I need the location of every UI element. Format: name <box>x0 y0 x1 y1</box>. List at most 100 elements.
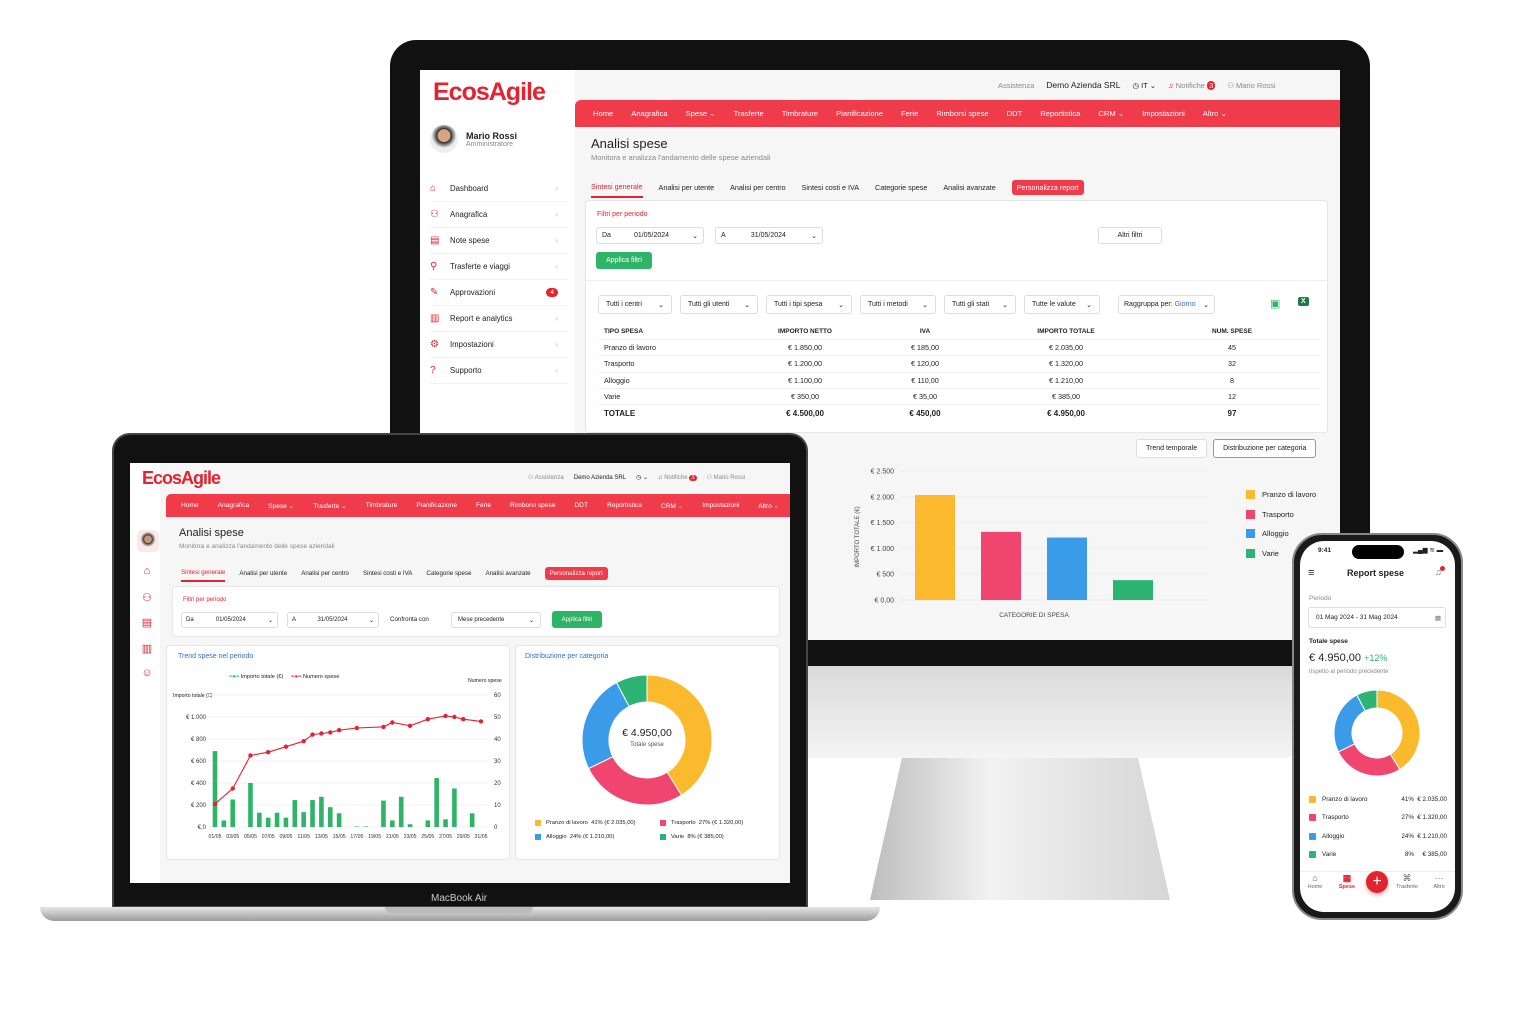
bar[interactable] <box>381 800 386 827</box>
line-point[interactable] <box>328 730 333 735</box>
tab-trasferte[interactable]: ⌘ Trasferte <box>1394 873 1420 893</box>
line-point[interactable] <box>443 713 448 719</box>
apply-filters-button[interactable]: Applica filtri <box>552 611 602 628</box>
bar[interactable] <box>327 807 333 827</box>
period-field[interactable]: 01 Mag 2024 - 31 Mag 2024 ▦ <box>1308 607 1446 628</box>
home-icon[interactable]: ⌂ <box>143 565 151 577</box>
donut-slice-varie[interactable] <box>1356 689 1378 712</box>
line-point[interactable] <box>381 724 386 730</box>
line-point[interactable] <box>301 739 306 744</box>
avatar[interactable] <box>430 125 458 153</box>
bar[interactable] <box>257 812 262 827</box>
line-point[interactable] <box>461 717 466 722</box>
legend-item[interactable]: Alloggio <box>1246 524 1316 544</box>
bar[interactable] <box>310 800 315 827</box>
chart-icon[interactable]: ▥ <box>141 642 153 655</box>
tab[interactable]: Analisi per utente <box>658 183 715 192</box>
language-selector[interactable]: ◷ IT ⌄ <box>1132 80 1157 90</box>
company-selector[interactable]: Demo Azienda SRL <box>1046 80 1121 90</box>
tab-spese[interactable]: ▦ Spese <box>1334 873 1360 893</box>
user-menu[interactable]: ⚇ Mario Rossi <box>1227 80 1276 90</box>
bar-varie[interactable] <box>1113 580 1153 600</box>
legend-item[interactable]: Trasporto 27% (€ 1.320,00) <box>660 820 775 826</box>
tab[interactable]: Sintesi generale <box>181 565 226 582</box>
group-by-select[interactable]: Raggruppa per: Giorno ⌄ <box>1118 295 1215 314</box>
date-from-field[interactable]: Da 01/05/2024 ⌄ <box>596 227 704 244</box>
legend-item[interactable]: Trasporto 27% € 1.320,00 <box>1309 809 1447 828</box>
chart-view-button[interactable]: Distribuzione per categoria <box>1213 439 1317 458</box>
help-icon[interactable]: ◷ ⌄ <box>636 475 649 481</box>
tab-home[interactable]: ⌂ Home <box>1302 873 1328 893</box>
legend-item[interactable]: Pranzo di lavoro 41% (€ 2.035,00) <box>535 820 660 826</box>
bar[interactable] <box>425 820 431 827</box>
compare-select[interactable]: Mese precedente ⌄ <box>451 612 541 628</box>
line-point[interactable] <box>248 753 253 758</box>
bar[interactable] <box>469 813 475 827</box>
filter-dropdown[interactable]: Tutti gli utenti ⌄ <box>680 295 758 314</box>
nav-item[interactable]: Spese ⌄ <box>268 502 295 510</box>
line-point[interactable] <box>452 714 457 720</box>
users-icon[interactable]: ⚇ <box>142 591 152 604</box>
sidebar-item[interactable]: ? Supporto › <box>430 358 568 384</box>
legend-item[interactable]: ━●━ Numero spese <box>291 674 340 680</box>
sidebar-item[interactable]: ✎ Approvazioni 4 <box>430 280 568 306</box>
nav-item[interactable]: CRM ⌄ <box>1098 109 1125 118</box>
bar[interactable] <box>283 817 289 827</box>
tab[interactable]: Sintesi costi e IVA <box>363 570 413 577</box>
bar[interactable] <box>301 812 306 827</box>
tab[interactable]: Sintesi costi e IVA <box>801 183 860 192</box>
add-expense-button[interactable]: + <box>1366 871 1388 893</box>
tab[interactable]: Analisi per centro <box>730 183 786 192</box>
bar[interactable] <box>274 812 280 827</box>
filter-dropdown[interactable]: Tutti i metodi ⌄ <box>860 295 936 314</box>
line-point[interactable] <box>390 720 395 725</box>
nav-item[interactable]: Rimborsi spese <box>936 109 989 118</box>
nav-item[interactable]: DDT <box>574 502 589 509</box>
avatar[interactable] <box>137 530 159 552</box>
legend-item[interactable]: Varie <box>1246 544 1316 564</box>
tab[interactable]: Analisi avanzate <box>485 570 531 577</box>
line-point[interactable] <box>266 750 271 755</box>
line-point[interactable] <box>212 801 218 807</box>
nav-item[interactable]: Trasferte ⌄ <box>313 502 347 510</box>
legend-item[interactable]: Varie 8% € 385,00 <box>1309 846 1447 865</box>
nav-item[interactable]: Rimborsi spese <box>510 502 556 509</box>
bar[interactable] <box>319 796 324 827</box>
nav-item[interactable]: Reportistica <box>1040 109 1081 118</box>
line-point[interactable] <box>336 728 342 733</box>
menu-icon[interactable]: ≡ <box>1308 567 1315 579</box>
bar-alloggio[interactable] <box>1047 537 1087 600</box>
nav-item[interactable]: Trasferte <box>733 109 764 118</box>
bar[interactable] <box>230 799 236 828</box>
nav-item[interactable]: Home <box>593 109 614 118</box>
notifications-button[interactable]: ♫ Notifiche 3 <box>1168 80 1216 90</box>
sidebar-item[interactable]: ⚇ Anagrafica › <box>430 202 568 228</box>
bar[interactable] <box>292 800 298 827</box>
tab[interactable]: Sintesi generale <box>591 177 643 198</box>
bar[interactable] <box>354 826 360 827</box>
chart-view-button[interactable]: Trend temporale <box>1136 439 1208 458</box>
company-selector[interactable]: Demo Azienda SRL <box>573 474 627 481</box>
more-filters-button[interactable]: Altri filtri <box>1098 227 1162 244</box>
sidebar-item[interactable]: ▤ Note spese › <box>430 228 568 254</box>
donut-slice-pranzo-di-lavoro[interactable] <box>646 674 713 796</box>
legend-item[interactable]: Alloggio 24% (€ 1.210,00) <box>535 834 660 840</box>
bar[interactable] <box>443 819 448 827</box>
nav-item[interactable]: Anagrafica <box>631 109 668 118</box>
bar[interactable] <box>407 824 413 827</box>
tab[interactable]: Categorie spese <box>875 183 928 192</box>
apply-filters-button[interactable]: Applica filtri <box>596 252 652 269</box>
filter-dropdown[interactable]: Tutti i centri ⌄ <box>598 295 672 314</box>
donut-slice-varie[interactable] <box>615 674 648 708</box>
sidebar-item[interactable]: ▥ Report e analytics › <box>430 306 568 332</box>
date-from-field[interactable]: Da 01/05/2024 ⌄ <box>181 612 278 628</box>
calendar-icon[interactable]: ▦ <box>1434 614 1441 622</box>
tab[interactable]: Analisi per centro <box>301 570 349 577</box>
sidebar-item[interactable]: ⚲ Trasferte e viaggi › <box>430 254 568 280</box>
line-point[interactable] <box>478 719 484 724</box>
bar[interactable] <box>212 751 218 827</box>
bar[interactable] <box>265 817 271 827</box>
bar[interactable] <box>336 813 342 827</box>
export-excel-icon[interactable]: X <box>1298 297 1309 306</box>
nav-item[interactable]: Pianificazione <box>836 109 883 118</box>
